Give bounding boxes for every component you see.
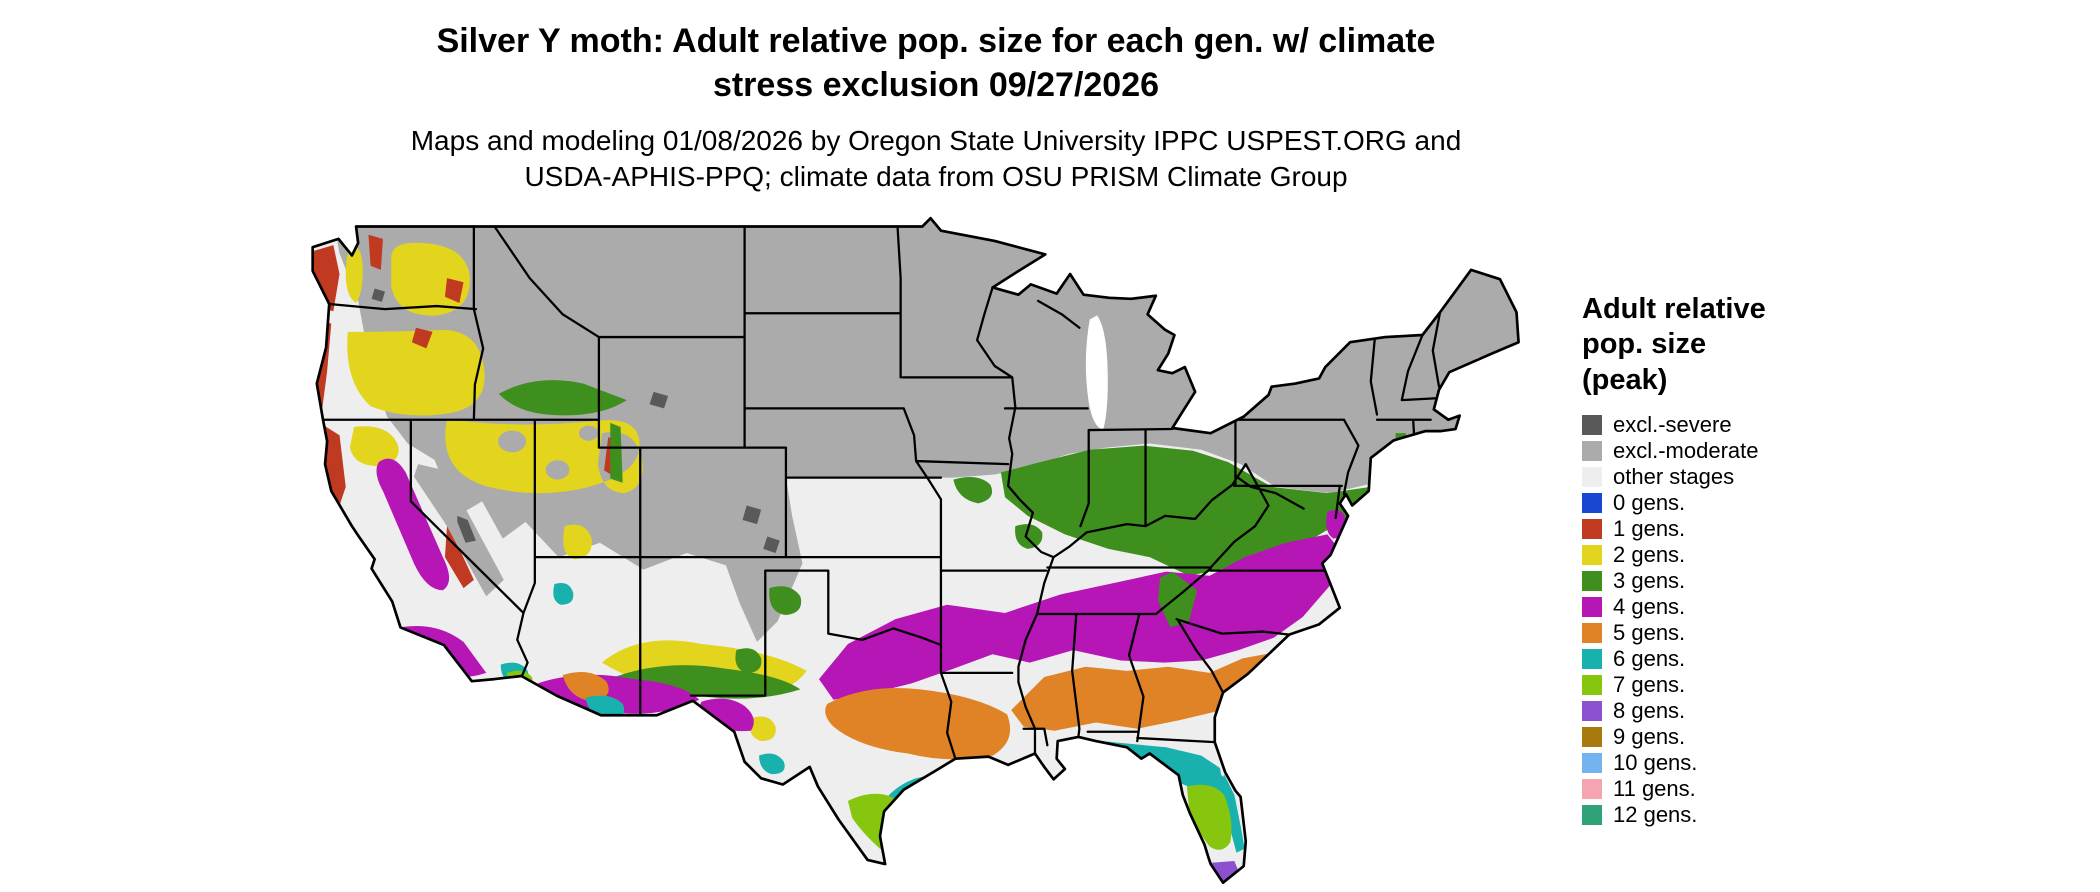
legend-item: 0 gens. xyxy=(1582,490,1982,516)
legend-item-label: 1 gens. xyxy=(1613,516,1686,542)
legend-item: 12 gens. xyxy=(1582,802,1982,828)
legend-item: 6 gens. xyxy=(1582,646,1982,672)
legend-swatch xyxy=(1582,597,1602,618)
legend-item: 8 gens. xyxy=(1582,698,1982,724)
legend-item: excl.-severe xyxy=(1582,412,1982,438)
us-outline xyxy=(311,216,1520,885)
legend-item-label: 7 gens. xyxy=(1613,672,1686,698)
legend-item-label: 12 gens. xyxy=(1613,802,1698,828)
us-map xyxy=(292,216,1532,888)
legend-item-label: 6 gens. xyxy=(1613,646,1686,672)
legend-item-label: 2 gens. xyxy=(1613,542,1686,568)
legend-swatch xyxy=(1582,753,1602,774)
map-subtitle: Maps and modeling 01/08/2026 by Oregon S… xyxy=(0,123,1872,195)
lake-michigan xyxy=(1085,315,1108,431)
legend-item: 2 gens. xyxy=(1582,542,1982,568)
legend-list: excl.-severe excl.-moderate other stages… xyxy=(1582,412,1982,828)
map-subtitle-line1: Maps and modeling 01/08/2026 by Oregon S… xyxy=(410,125,1462,157)
legend-item-label: excl.-moderate xyxy=(1613,438,1759,464)
legend-swatch xyxy=(1582,467,1602,488)
legend-title: Adult relative pop. size (peak) xyxy=(1582,292,1982,398)
legend-item-label: 8 gens. xyxy=(1613,698,1686,724)
legend-item-label: 4 gens. xyxy=(1613,594,1686,620)
legend-item-label: excl.-severe xyxy=(1613,412,1732,438)
legend-swatch xyxy=(1582,649,1602,670)
legend-swatch xyxy=(1582,519,1602,540)
region-7-gens xyxy=(506,670,1232,859)
legend-item-label: 0 gens. xyxy=(1613,490,1686,516)
legend-item: 7 gens. xyxy=(1582,672,1982,698)
legend-item: 9 gens. xyxy=(1582,724,1982,750)
map-title-line1: Silver Y moth: Adult relative pop. size … xyxy=(436,22,1436,60)
legend-swatch xyxy=(1582,675,1602,696)
region-3-gens-band xyxy=(498,380,1406,699)
legend-swatch xyxy=(1582,805,1602,826)
legend-item-label: 10 gens. xyxy=(1613,750,1698,776)
region-excl-moderate-specks xyxy=(498,425,599,480)
region-5-gens xyxy=(562,652,1291,760)
map-title: Silver Y moth: Adult relative pop. size … xyxy=(0,20,1872,107)
legend-swatch xyxy=(1582,701,1602,722)
legend-item: 1 gens. xyxy=(1582,516,1982,542)
legend-item: other stages xyxy=(1582,464,1982,490)
legend-item: 10 gens. xyxy=(1582,750,1982,776)
legend-item-label: 9 gens. xyxy=(1613,724,1686,750)
legend-swatch xyxy=(1582,545,1602,566)
region-4-gens xyxy=(376,458,1347,732)
legend-item: 11 gens. xyxy=(1582,776,1982,802)
legend-item: 4 gens. xyxy=(1582,594,1982,620)
legend-swatch xyxy=(1582,571,1602,592)
legend-swatch xyxy=(1582,415,1602,436)
legend-item-label: 5 gens. xyxy=(1613,620,1686,646)
legend-swatch xyxy=(1582,727,1602,748)
map-subtitle-line2: USDA-APHIS-PPQ; climate data from OSU PR… xyxy=(524,160,1348,192)
legend-item: excl.-moderate xyxy=(1582,438,1982,464)
legend-title-line1: Adult relative xyxy=(1582,293,1766,325)
legend-item: 5 gens. xyxy=(1582,620,1982,646)
legend-swatch xyxy=(1582,623,1602,644)
legend-item-label: other stages xyxy=(1613,464,1735,490)
state-borders xyxy=(321,225,1443,760)
legend-item-label: 3 gens. xyxy=(1613,568,1686,594)
us-map-svg xyxy=(311,216,1520,885)
legend-title-line3: (peak) xyxy=(1582,363,1668,396)
legend: Adult relative pop. size (peak) excl.-se… xyxy=(1582,292,1982,828)
region-2-gens xyxy=(345,242,807,742)
map-header: Silver Y moth: Adult relative pop. size … xyxy=(0,20,1872,195)
legend-swatch xyxy=(1582,779,1602,800)
legend-item-label: 11 gens. xyxy=(1613,776,1696,802)
legend-item: 3 gens. xyxy=(1582,568,1982,594)
legend-swatch xyxy=(1582,493,1602,514)
legend-title-line2: pop. size xyxy=(1582,328,1707,361)
map-title-line2: stress exclusion 09/27/2026 xyxy=(712,65,1160,104)
region-3-gens-appalachia xyxy=(1157,571,1198,628)
legend-swatch xyxy=(1582,441,1602,462)
